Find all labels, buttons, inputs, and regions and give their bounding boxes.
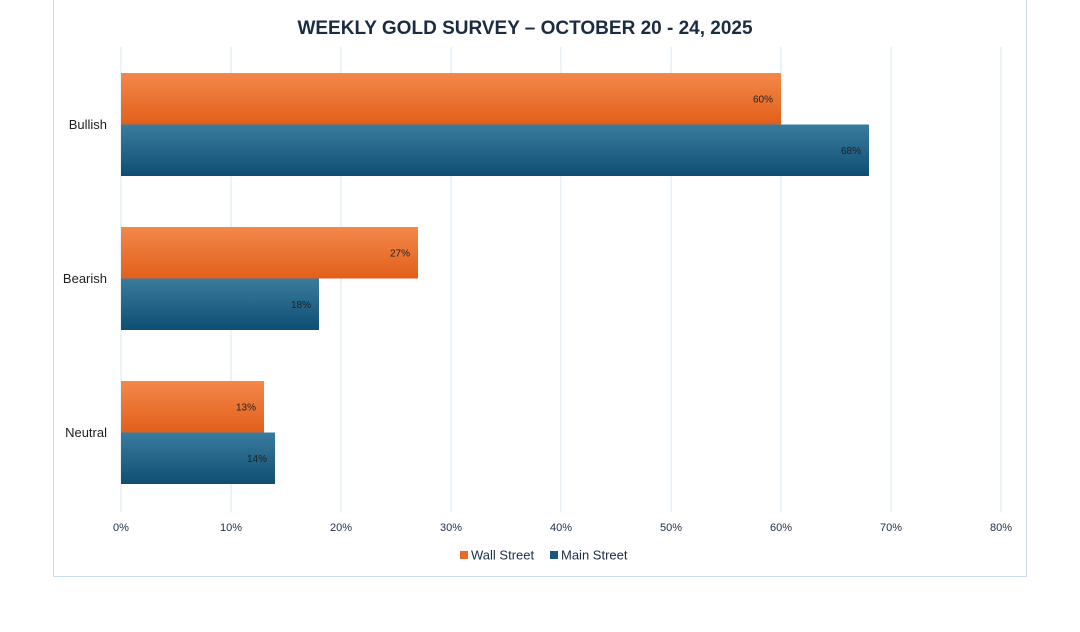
category-label-bearish: Bearish — [63, 271, 107, 286]
data-label-wall-street-bearish: 27% — [390, 248, 410, 259]
data-label-main-street-bearish: 18% — [291, 300, 311, 311]
data-label-main-street-neutral: 14% — [247, 454, 267, 465]
legend-swatch-wall-street — [460, 551, 468, 559]
bar-wall-street-neutral — [121, 381, 264, 433]
bar-main-street-bearish — [121, 278, 319, 330]
legend: Wall Street Main Street — [460, 548, 628, 563]
bar-wall-street-bullish — [121, 73, 781, 125]
chart-svg: WEEKLY GOLD SURVEY – OCTOBER 20 - 24, 20… — [63, 18, 1012, 563]
data-label-main-street-bullish: 68% — [841, 146, 861, 157]
category-labels: Bullish Bearish Neutral — [63, 117, 107, 440]
x-tick-label: 10% — [220, 522, 242, 534]
category-label-neutral: Neutral — [65, 425, 107, 440]
x-tick-label: 50% — [660, 522, 682, 534]
chart-title: WEEKLY GOLD SURVEY – OCTOBER 20 - 24, 20… — [297, 18, 753, 39]
x-tick-label: 30% — [440, 522, 462, 534]
category-label-bullish: Bullish — [69, 117, 107, 132]
legend-label-wall-street: Wall Street — [471, 548, 534, 563]
bars — [121, 73, 869, 484]
x-tick-label: 60% — [770, 522, 792, 534]
data-label-wall-street-bullish: 60% — [753, 94, 773, 105]
chart-frame: WEEKLY GOLD SURVEY – OCTOBER 20 - 24, 20… — [53, 0, 1027, 577]
bar-main-street-neutral — [121, 432, 275, 484]
x-tick-label: 40% — [550, 522, 572, 534]
x-tick-label: 20% — [330, 522, 352, 534]
legend-swatch-main-street — [550, 551, 558, 559]
bar-wall-street-bearish — [121, 227, 418, 279]
x-axis-ticks: 0% 10% 20% 30% 40% 50% 60% 70% 80% — [113, 522, 1012, 534]
data-label-wall-street-neutral: 13% — [236, 402, 256, 413]
bar-main-street-bullish — [121, 124, 869, 176]
x-tick-label: 70% — [880, 522, 902, 534]
data-labels: 60% 68% 27% 18% 13% 14% — [236, 94, 861, 465]
legend-label-main-street: Main Street — [561, 548, 628, 563]
x-tick-label: 0% — [113, 522, 129, 534]
x-tick-label: 80% — [990, 522, 1012, 534]
